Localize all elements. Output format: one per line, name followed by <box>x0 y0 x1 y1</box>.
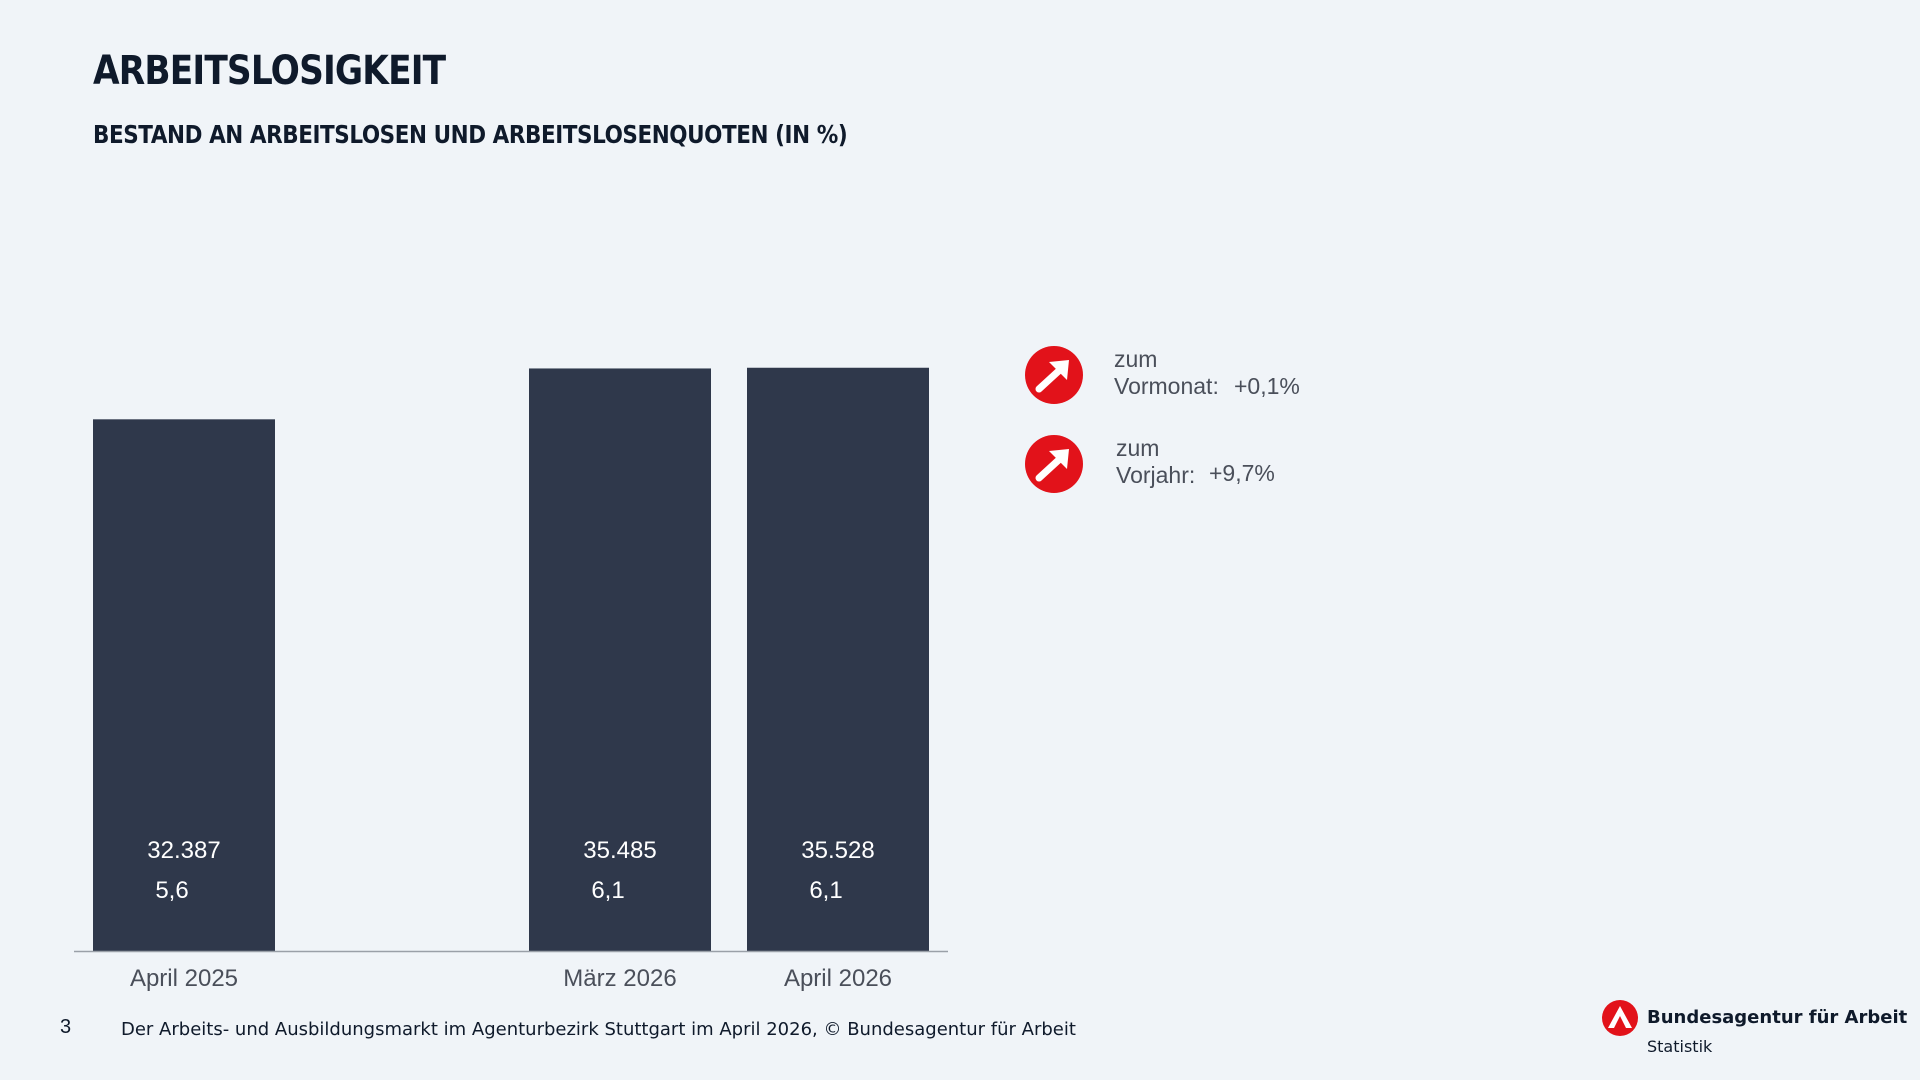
change-label-line2: Vormonat: <box>1114 373 1219 399</box>
change-label-line2: Vorjahr: <box>1116 462 1196 488</box>
bar-0 <box>93 419 275 951</box>
bar-value-label: 32.387 <box>147 837 220 864</box>
bar-rate-label: 6,1 <box>809 877 842 904</box>
arrow-up-right-icon <box>1025 435 1083 493</box>
logo: Bundesagentur für Arbeit Statistik <box>1601 999 1907 1059</box>
page-title: ARBEITSLOSIGKEIT <box>93 48 446 94</box>
page-number: 3 <box>60 1016 72 1038</box>
logo-sub: Statistik <box>1647 1037 1713 1056</box>
bar-rate-label: 6,1 <box>591 877 624 904</box>
category-label: April 2025 <box>130 965 238 992</box>
bar-rate-label: 5,6 <box>155 877 188 904</box>
change-label-line1: zum <box>1114 346 1158 372</box>
change-label-line1: zum <box>1116 435 1160 461</box>
logo-name: Bundesagentur für Arbeit <box>1647 1007 1908 1028</box>
change-value-vorjahr: +9,7% <box>1209 460 1275 486</box>
bar-value-label: 35.528 <box>801 837 874 864</box>
footer-text: Der Arbeits- und Ausbildungsmarkt im Age… <box>121 1019 1076 1040</box>
change-value-vormonat: +0,1% <box>1234 373 1300 399</box>
arrow-up-right-icon <box>1025 346 1083 404</box>
category-label: März 2026 <box>563 965 676 992</box>
bar-value-label: 35.485 <box>583 837 656 864</box>
ba-logo-icon <box>1602 1000 1638 1036</box>
bar-chart: 32.387 5,6 April 2025 35.485 6,1 März 2026 35.… <box>74 367 948 992</box>
bar-2 <box>529 368 711 951</box>
page-subtitle: BESTAND AN ARBEITSLOSEN UND ARBEITSLOSEN… <box>93 120 848 149</box>
category-label: April 2026 <box>784 965 892 992</box>
bar-3 <box>747 367 929 951</box>
